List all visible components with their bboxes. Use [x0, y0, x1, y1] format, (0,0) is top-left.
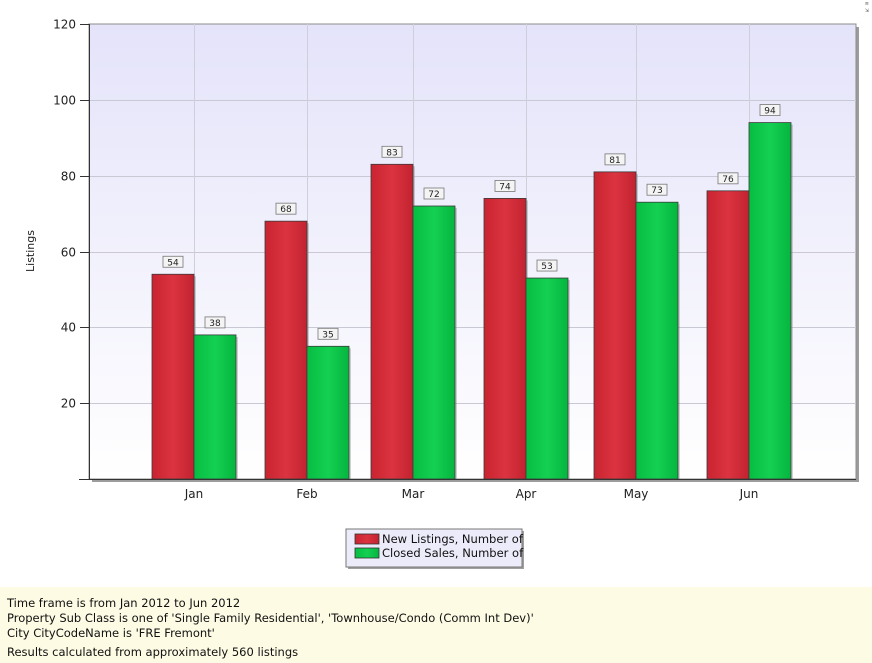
x-tick-label: Mar — [402, 487, 425, 501]
data-label: 74 — [499, 182, 511, 192]
legend-label: New Listings, Number of — [382, 532, 524, 546]
data-label: 94 — [764, 107, 776, 117]
bar-new-listings-mar[interactable] — [370, 163, 414, 480]
criteria-timeframe: Time frame is from Jan 2012 to Jun 2012 — [7, 596, 241, 610]
y-tick-label: 60 — [61, 246, 76, 260]
y-tick-label: 80 — [61, 170, 76, 184]
bar-new-listings-jun[interactable] — [706, 190, 750, 480]
data-label-box — [536, 259, 558, 272]
data-label: 38 — [209, 319, 221, 329]
data-label-box — [423, 187, 445, 200]
data-label: 72 — [428, 190, 439, 200]
data-label-box — [317, 327, 339, 340]
y-tick-label: 100 — [53, 94, 76, 108]
bar-closed-sales-mar[interactable] — [412, 205, 456, 480]
criteria-result-count: Results calculated from approximately 56… — [7, 645, 299, 659]
legend-label: Closed Sales, Number of — [382, 546, 524, 560]
axes: Jan Feb Mar Apr May Jun 20 40 60 80 100 120 — [53, 18, 856, 501]
bar-closed-sales-jun[interactable] — [748, 122, 792, 480]
data-label: 68 — [280, 205, 292, 215]
data-label-box — [759, 104, 781, 116]
svg-text:≡: ≡ — [865, 1, 869, 7]
bar-new-listings-jan[interactable] — [151, 273, 195, 480]
x-tick-label: Jun — [739, 487, 759, 501]
y-tick-label: 40 — [61, 321, 76, 335]
y-tick-label: 20 — [61, 397, 76, 411]
data-labels: 54 38 68 35 83 72 74 53 81 73 76 94 — [162, 104, 781, 340]
bars — [151, 122, 793, 480]
bar-new-listings-apr[interactable] — [483, 198, 527, 480]
x-tick-label: May — [624, 487, 649, 501]
data-label-box — [275, 202, 297, 215]
x-tick-label: Jan — [184, 487, 204, 501]
bar-closed-sales-feb[interactable] — [306, 345, 350, 480]
data-label: 81 — [609, 156, 620, 166]
bar-closed-sales-apr[interactable] — [525, 277, 569, 480]
data-label-box — [646, 183, 668, 196]
x-tick-label: Apr — [516, 487, 537, 501]
bar-closed-sales-may[interactable] — [635, 201, 679, 480]
legend-swatch — [354, 533, 380, 545]
x-tick-label: Feb — [296, 487, 317, 501]
bar-new-listings-feb[interactable] — [264, 220, 308, 480]
resize-grip-icon[interactable]: ≡ ⇲ — [865, 1, 870, 14]
bar-new-listings-may[interactable] — [593, 171, 637, 480]
data-label: 73 — [651, 186, 662, 196]
data-label: 83 — [386, 148, 397, 158]
data-label-box — [381, 145, 403, 158]
criteria-property-class: Property Sub Class is one of 'Single Fam… — [7, 611, 534, 625]
criteria-city: City CityCodeName is 'FRE Fremont' — [7, 626, 215, 640]
data-label-box — [162, 255, 184, 268]
data-label: 53 — [541, 262, 552, 272]
data-label-box — [717, 172, 739, 185]
y-tick-label: 120 — [53, 18, 76, 32]
data-label-box — [604, 153, 626, 166]
data-label: 76 — [722, 175, 734, 185]
data-label: 35 — [322, 330, 333, 340]
report-criteria: Time frame is from Jan 2012 to Jun 2012 … — [0, 587, 872, 663]
data-label-box — [494, 180, 516, 192]
data-label-box — [204, 316, 226, 329]
svg-text:⇲: ⇲ — [865, 8, 870, 14]
bar-closed-sales-jan[interactable] — [193, 334, 237, 480]
data-label: 54 — [167, 258, 179, 268]
y-axis-title: Listings — [24, 230, 37, 272]
bar-chart: 54 38 68 35 83 72 74 53 81 73 76 94 Jan Feb Mar Apr May… — [24, 1, 870, 569]
legend-swatch — [354, 547, 380, 559]
